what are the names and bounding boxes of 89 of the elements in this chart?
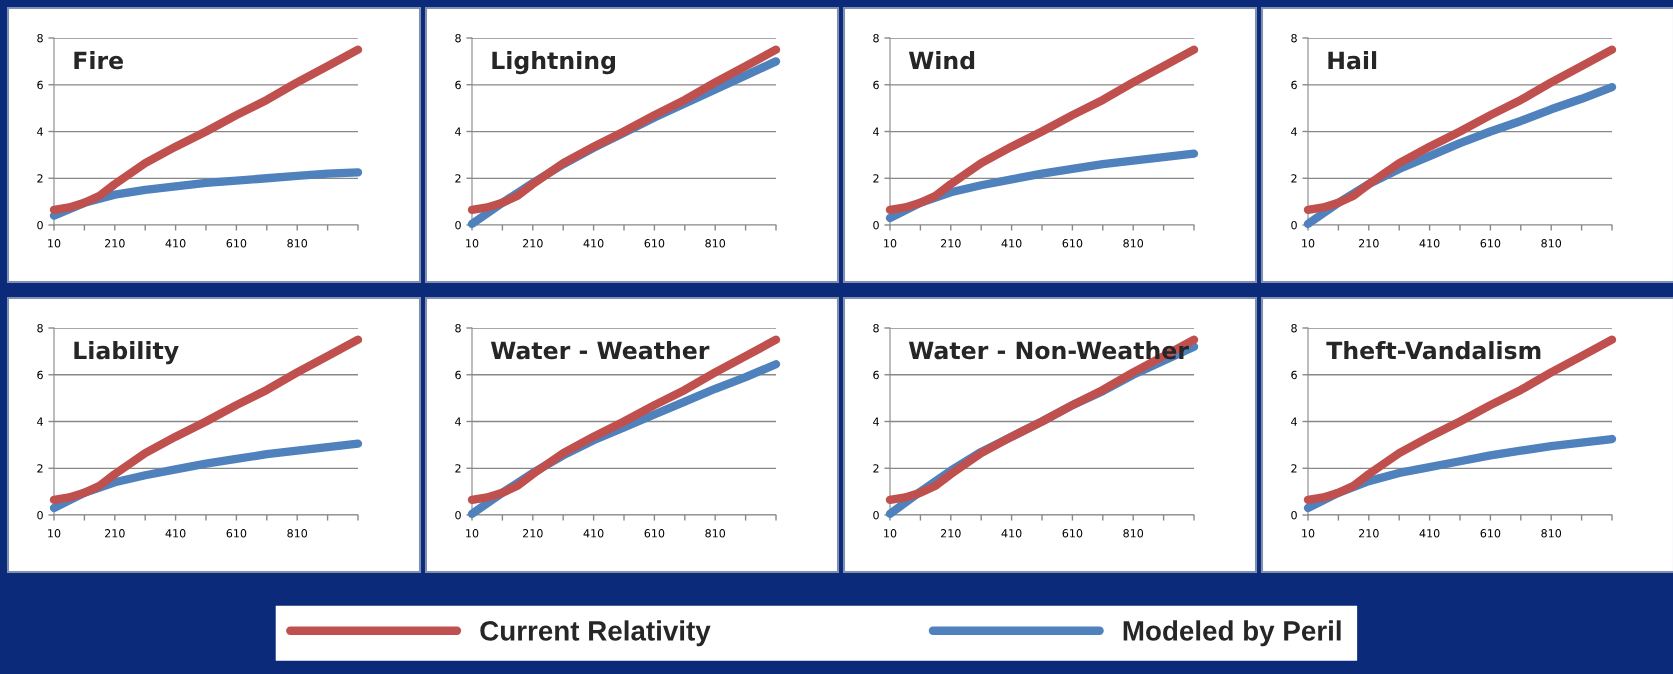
y-tick-label: 4 — [37, 417, 43, 426]
y-tick-label: 8 — [1291, 33, 1297, 43]
y-tick-label: 0 — [1291, 220, 1297, 230]
x-tick-label: 210 — [941, 239, 961, 248]
y-tick-label: 4 — [873, 417, 879, 426]
x-tick-label: 610 — [1480, 529, 1501, 538]
x-tick-label: 610 — [644, 529, 665, 538]
y-tick-label: 6 — [1291, 370, 1297, 380]
x-tick-label: 810 — [705, 529, 726, 538]
chart-title: Hail — [1328, 51, 1377, 70]
y-tick-label: 2 — [455, 464, 461, 473]
x-tick-label: 410 — [165, 239, 186, 248]
x-tick-label: 410 — [165, 529, 186, 538]
x-tick-label: 810 — [1541, 239, 1562, 248]
y-tick-label: 0 — [455, 510, 461, 520]
x-tick-label: 410 — [1419, 529, 1440, 538]
x-tick-label: 10 — [466, 239, 479, 248]
text: Liability — [74, 341, 179, 365]
x-tick-label: 610 — [1062, 239, 1083, 248]
x-tick-label: 610 — [226, 239, 247, 248]
y-tick-label: 8 — [455, 33, 461, 43]
text: Lightning — [492, 51, 616, 75]
y-tick-label: 2 — [873, 464, 879, 473]
y-tick-label: 0 — [455, 220, 461, 230]
chart-title: Theft-Vandalism — [1326, 341, 1541, 360]
x-tick-label: 610 — [644, 239, 665, 248]
x-tick-label: 810 — [287, 529, 308, 538]
x-tick-label: 810 — [705, 239, 726, 248]
y-tick-label: 6 — [37, 80, 43, 90]
x-tick-label: 410 — [583, 239, 604, 248]
text: Modeled by Peril — [1123, 620, 1341, 647]
chart-title: Water - Weather — [490, 341, 710, 360]
chart-title: Fire — [74, 51, 123, 70]
y-tick-label: 2 — [1291, 174, 1297, 183]
y-tick-label: 8 — [37, 323, 43, 333]
x-tick-label: 10 — [884, 239, 897, 248]
x-tick-label: 810 — [287, 239, 308, 248]
x-tick-label: 210 — [105, 529, 125, 538]
y-tick-label: 0 — [37, 220, 43, 230]
y-tick-label: 2 — [37, 464, 43, 473]
x-tick-label: 10 — [48, 239, 61, 248]
y-tick-label: 6 — [455, 80, 461, 90]
y-tick-label: 4 — [1291, 417, 1297, 426]
x-tick-label: 210 — [523, 239, 543, 248]
y-tick-label: 6 — [1291, 80, 1297, 90]
y-tick-label: 4 — [1291, 127, 1297, 136]
y-tick-label: 4 — [37, 127, 43, 136]
x-tick-label: 210 — [105, 239, 125, 248]
y-tick-label: 8 — [873, 33, 879, 43]
y-tick-label: 8 — [873, 323, 879, 333]
y-tick-label: 8 — [1291, 323, 1297, 333]
x-tick-label: 410 — [1001, 239, 1022, 248]
y-tick-label: 8 — [37, 33, 43, 43]
y-tick-label: 2 — [1291, 464, 1297, 473]
y-tick-label: 0 — [1291, 510, 1297, 520]
y-tick-label: 2 — [873, 174, 879, 183]
x-tick-label: 610 — [226, 529, 247, 538]
y-tick-label: 2 — [37, 174, 43, 183]
y-tick-label: 8 — [455, 323, 461, 333]
x-tick-label: 10 — [48, 529, 61, 538]
y-tick-label: 4 — [455, 417, 461, 426]
y-tick-label: 6 — [37, 370, 43, 380]
x-tick-label: 210 — [1359, 529, 1379, 538]
y-tick-label: 0 — [37, 510, 43, 520]
x-tick-label: 210 — [1359, 239, 1379, 248]
x-tick-label: 610 — [1062, 529, 1083, 538]
x-tick-label: 610 — [1480, 239, 1501, 248]
x-tick-label: 10 — [1302, 239, 1315, 248]
y-tick-label: 6 — [873, 370, 879, 380]
x-tick-label: 810 — [1123, 239, 1144, 248]
y-tick-label: 6 — [873, 80, 879, 90]
chart-title: Wind — [908, 51, 975, 70]
text: Current Relativity — [480, 620, 711, 647]
y-tick-label: 4 — [873, 127, 879, 136]
x-tick-label: 410 — [1001, 529, 1022, 538]
x-tick-label: 410 — [1419, 239, 1440, 248]
x-tick-label: 10 — [1302, 529, 1315, 538]
x-tick-label: 210 — [941, 529, 961, 538]
y-tick-label: 0 — [873, 220, 879, 230]
x-tick-label: 10 — [884, 529, 897, 538]
x-tick-label: 810 — [1541, 529, 1562, 538]
x-tick-label: 410 — [583, 529, 604, 538]
y-tick-label: 4 — [455, 127, 461, 136]
y-tick-label: 2 — [455, 174, 461, 183]
y-tick-label: 0 — [873, 510, 879, 520]
y-tick-label: 6 — [455, 370, 461, 380]
x-tick-label: 810 — [1123, 529, 1144, 538]
x-tick-label: 10 — [466, 529, 479, 538]
x-tick-label: 210 — [523, 529, 543, 538]
